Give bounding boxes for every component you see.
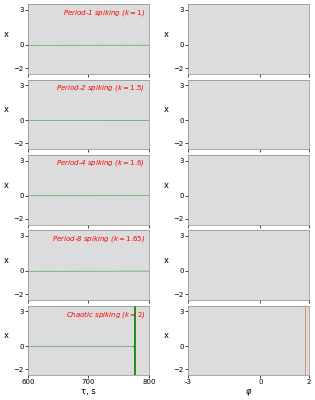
Y-axis label: x: x [164, 105, 169, 114]
X-axis label: φ: φ [245, 387, 251, 396]
X-axis label: τ, s: τ, s [81, 387, 96, 396]
Text: Period-1 spiking ($k = 1$): Period-1 spiking ($k = 1$) [63, 8, 145, 18]
Y-axis label: x: x [164, 181, 169, 190]
Y-axis label: x: x [4, 331, 9, 340]
Text: Period-2 spiking ($k = 1.5$): Period-2 spiking ($k = 1.5$) [56, 83, 145, 93]
Y-axis label: x: x [4, 30, 9, 39]
Y-axis label: x: x [4, 256, 9, 265]
Text: Chaotic spiking ($k = 2$): Chaotic spiking ($k = 2$) [66, 309, 145, 320]
Y-axis label: x: x [164, 30, 169, 39]
Text: Period-4 spiking ($k = 1.6$): Period-4 spiking ($k = 1.6$) [56, 158, 145, 168]
Y-axis label: x: x [4, 181, 9, 190]
Y-axis label: x: x [164, 331, 169, 340]
Y-axis label: x: x [4, 105, 9, 114]
Y-axis label: x: x [164, 256, 169, 265]
Text: Period-8 spiking ($k = 1.65$): Period-8 spiking ($k = 1.65$) [52, 234, 145, 244]
